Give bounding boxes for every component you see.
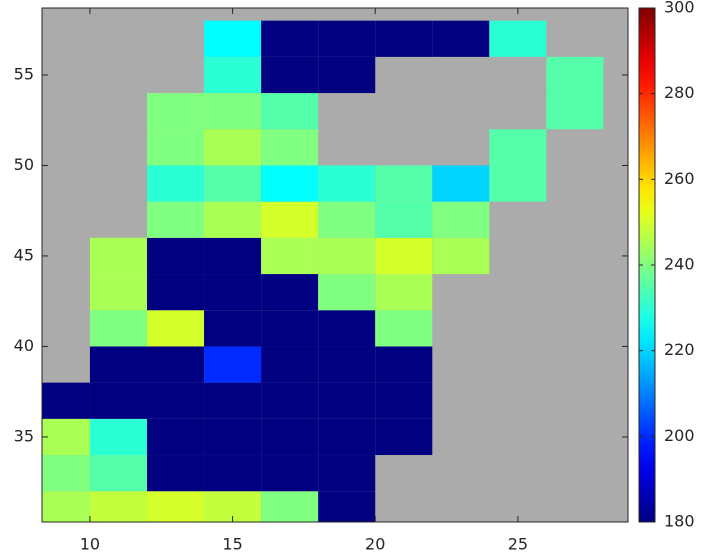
- heat-cell: [204, 346, 261, 382]
- heat-cell: [261, 491, 318, 522]
- heat-cell: [42, 455, 90, 491]
- heat-cell: [261, 274, 318, 310]
- heat-cell: [432, 21, 489, 57]
- heat-cell: [261, 238, 318, 274]
- heat-cell: [90, 274, 147, 310]
- heat-cell: [375, 238, 432, 274]
- heat-cell: [489, 129, 546, 165]
- heat-cell: [546, 93, 603, 129]
- heat-cell: [204, 57, 261, 93]
- heat-cell: [318, 455, 375, 491]
- colorbar-tick-label: 280: [664, 83, 695, 102]
- heat-cell: [204, 419, 261, 455]
- heat-cell: [375, 383, 432, 419]
- heat-cell: [147, 383, 204, 419]
- heat-cell: [261, 57, 318, 93]
- heat-cell: [204, 455, 261, 491]
- heat-cell: [90, 491, 147, 522]
- heat-cell: [147, 274, 204, 310]
- heat-cell: [204, 274, 261, 310]
- heat-cell: [90, 310, 147, 346]
- heat-cell: [204, 165, 261, 201]
- heat-cell: [261, 165, 318, 201]
- heat-cell: [489, 21, 546, 57]
- heat-cell: [147, 455, 204, 491]
- heat-cell: [261, 383, 318, 419]
- heat-cell: [318, 21, 375, 57]
- heat-cell: [204, 310, 261, 346]
- y-tick-label: 55: [14, 64, 34, 83]
- heat-cell: [147, 129, 204, 165]
- heat-cell: [204, 202, 261, 238]
- y-tick-label: 40: [14, 336, 34, 355]
- colorbar-tick-label: 300: [664, 0, 695, 17]
- x-tick-label: 10: [80, 535, 100, 554]
- colorbar-tick-label: 200: [664, 426, 695, 445]
- heat-cell: [42, 383, 90, 419]
- heat-cell: [318, 383, 375, 419]
- heat-cell: [204, 383, 261, 419]
- y-tick-label: 35: [14, 426, 34, 445]
- heat-cell: [147, 93, 204, 129]
- heat-cell: [147, 310, 204, 346]
- y-tick-label: 50: [14, 155, 34, 174]
- colorbar-tick-label: 260: [664, 169, 695, 188]
- heat-cell: [318, 346, 375, 382]
- heat-cell: [147, 238, 204, 274]
- heat-cell: [204, 129, 261, 165]
- heat-cell: [42, 419, 90, 455]
- heat-cell: [90, 383, 147, 419]
- heat-cell: [375, 310, 432, 346]
- heat-cell: [318, 57, 375, 93]
- heat-cell: [318, 238, 375, 274]
- y-tick-label: 45: [14, 245, 34, 264]
- heat-cell: [147, 346, 204, 382]
- heat-cell: [204, 93, 261, 129]
- heat-cell: [318, 202, 375, 238]
- heat-cell: [261, 455, 318, 491]
- heat-cell: [261, 129, 318, 165]
- heat-cell: [375, 202, 432, 238]
- heat-cell: [261, 93, 318, 129]
- heat-cell: [375, 346, 432, 382]
- heat-cell: [375, 21, 432, 57]
- heat-cell: [261, 202, 318, 238]
- heat-cell: [318, 310, 375, 346]
- x-tick-label: 25: [508, 535, 528, 554]
- heat-cell: [147, 165, 204, 201]
- heat-cell: [90, 455, 147, 491]
- heat-cell: [318, 491, 375, 522]
- heat-cell: [261, 346, 318, 382]
- colorbar-tick-label: 180: [664, 512, 695, 531]
- heat-cell: [546, 57, 603, 93]
- heat-cell: [42, 491, 90, 522]
- x-tick-label: 20: [365, 535, 385, 554]
- heat-cell: [204, 238, 261, 274]
- chart: 10 15 20 25 35 40 45 50 55 180 200 220 240 260 280 300: [0, 0, 715, 555]
- heat-cell: [318, 419, 375, 455]
- heat-cell: [261, 21, 318, 57]
- heat-cell: [90, 419, 147, 455]
- heat-cell: [375, 419, 432, 455]
- heat-cell: [375, 165, 432, 201]
- heat-cell: [90, 238, 147, 274]
- heat-cell: [261, 310, 318, 346]
- heat-cell: [489, 165, 546, 201]
- heat-cell: [432, 202, 489, 238]
- heat-cell: [147, 419, 204, 455]
- heat-cell: [147, 202, 204, 238]
- heat-cell: [318, 274, 375, 310]
- heat-cell: [90, 346, 147, 382]
- heat-cell: [318, 165, 375, 201]
- x-tick-label: 15: [222, 535, 242, 554]
- heat-cell: [432, 238, 489, 274]
- colorbar-tick-label: 240: [664, 255, 695, 274]
- heat-cell: [432, 165, 489, 201]
- heat-cell: [261, 419, 318, 455]
- heat-cell: [204, 21, 261, 57]
- colorbar-tick-label: 220: [664, 340, 695, 359]
- heat-cell: [375, 274, 432, 310]
- heat-cell: [147, 491, 204, 522]
